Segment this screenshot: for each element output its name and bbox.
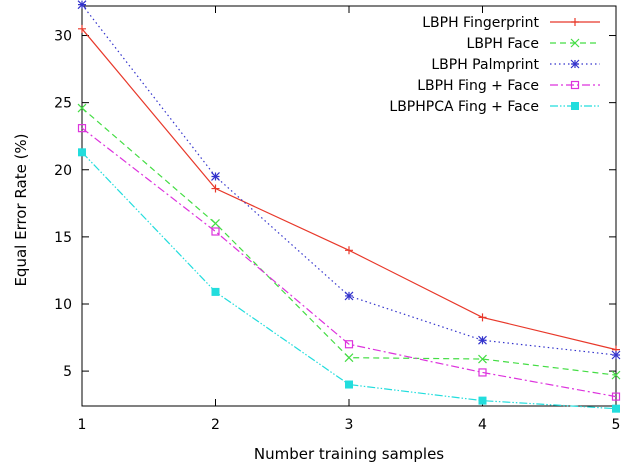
legend-item: LBPH Fing + Face <box>417 78 600 94</box>
y-tick-label: 25 <box>54 96 72 112</box>
data-point <box>78 148 86 157</box>
series-line <box>81 107 617 376</box>
series-line <box>81 127 617 398</box>
y-tick-label: 5 <box>63 364 72 380</box>
x-tick-label: 5 <box>612 417 621 433</box>
data-point <box>211 172 220 181</box>
data-point <box>77 124 87 133</box>
x-axis-label: Number training samples <box>254 445 444 463</box>
data-point <box>611 370 621 380</box>
legend-label: LBPH Palmprint <box>431 57 539 73</box>
x-tick-label: 2 <box>211 417 220 433</box>
y-tick-label: 30 <box>54 29 72 45</box>
data-point <box>611 350 621 360</box>
data-point <box>478 396 487 405</box>
data-point <box>77 103 87 113</box>
series-1 <box>78 24 620 354</box>
legend: LBPH Fingerprint LBPH Face LBPH Palmprint L… <box>389 15 600 115</box>
data-point <box>478 313 487 322</box>
data-point <box>478 368 487 377</box>
series-5 <box>78 148 620 413</box>
series-2 <box>77 103 621 380</box>
y-tick-label: 10 <box>54 297 72 313</box>
x-tick-label: 1 <box>78 417 87 433</box>
data-point <box>345 246 353 255</box>
data-point <box>478 354 487 364</box>
data-point <box>344 291 354 301</box>
data-point <box>77 0 87 10</box>
legend-item: LBPH Fingerprint <box>422 15 600 31</box>
data-point <box>211 287 220 296</box>
legend-swatch-marker <box>570 59 580 69</box>
data-point <box>344 353 354 363</box>
legend-label: LBPH Fing + Face <box>417 78 539 94</box>
series-4 <box>77 124 621 401</box>
data-point <box>211 219 220 228</box>
legend-label: LBPHPCA Fing + Face <box>389 99 539 115</box>
series-3 <box>77 0 621 360</box>
data-point <box>612 404 620 413</box>
legend-swatch-marker <box>570 38 580 48</box>
legend-swatch-marker <box>570 80 580 90</box>
data-point <box>345 380 353 389</box>
legend-label: LBPH Fingerprint <box>422 15 539 31</box>
axes: 1 2 3 4 5 5 10 15 20 25 30 <box>54 5 621 433</box>
series-line <box>81 28 617 351</box>
data-point <box>211 227 220 236</box>
data-point <box>78 24 86 33</box>
legend-item: LBPH Palmprint <box>431 57 600 73</box>
x-tick-label: 3 <box>345 417 354 433</box>
legend-item: LBPH Face <box>467 36 600 52</box>
legend-item: LBPHPCA Fing + Face <box>389 99 600 115</box>
series-layer <box>77 0 621 413</box>
data-point <box>211 184 220 193</box>
legend-swatch-marker <box>571 102 579 110</box>
series-line <box>81 151 617 410</box>
y-tick-label: 15 <box>54 230 72 246</box>
y-tick-label: 20 <box>54 163 72 179</box>
data-point <box>611 392 621 401</box>
x-tick-label: 4 <box>478 417 487 433</box>
data-point <box>344 340 354 349</box>
data-point <box>478 335 487 345</box>
y-axis-label: Equal Error Rate (%) <box>12 133 30 286</box>
legend-label: LBPH Face <box>467 36 539 52</box>
legend-swatch-marker <box>571 18 579 26</box>
